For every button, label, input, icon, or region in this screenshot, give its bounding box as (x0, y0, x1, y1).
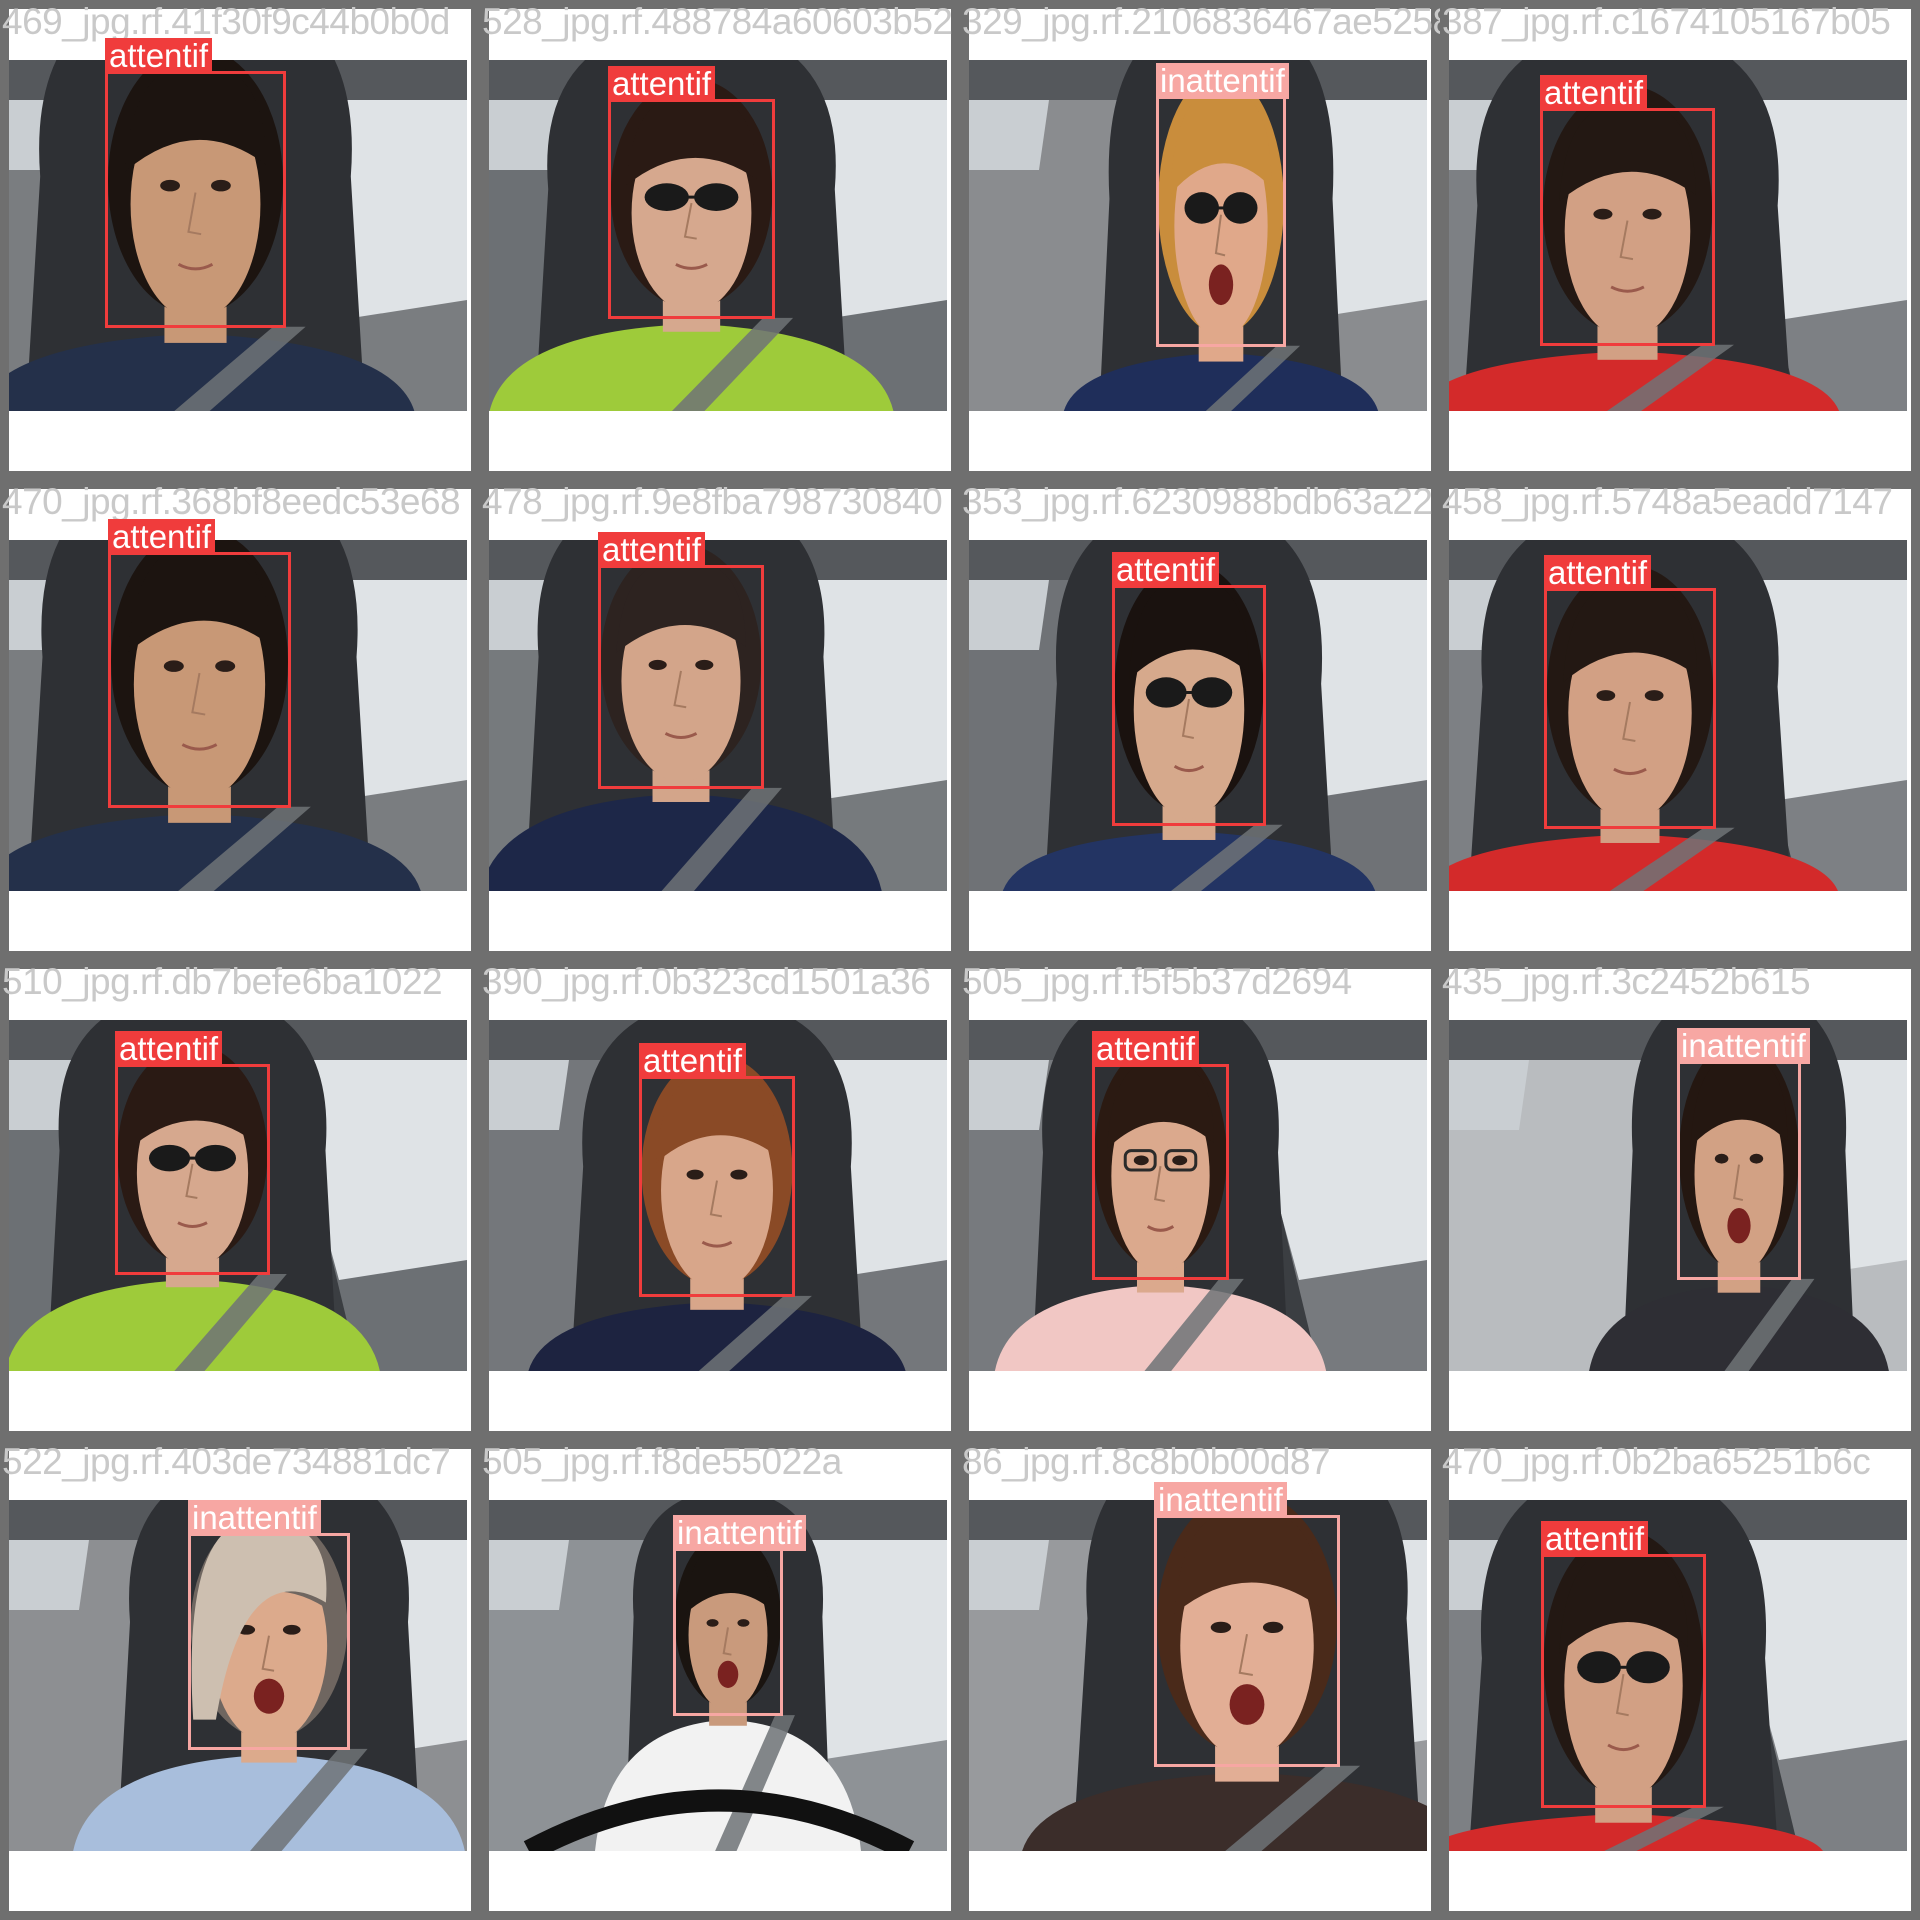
image-tile: 390_jpg.rf.0b323cd1501a36 attentif (480, 960, 960, 1440)
tile-frame (960, 960, 1440, 1440)
image-filename: 522_jpg.rf.403de734881dc7 (2, 1441, 451, 1482)
face-bounding-box: attentif (1541, 1521, 1706, 1808)
tile-frame (480, 480, 960, 960)
image-tile: 528_jpg.rf.488784a60603b52 attentif (480, 0, 960, 480)
face-bounding-box: attentif (115, 1031, 270, 1275)
tile-frame (480, 1440, 960, 1920)
image-filename: 505_jpg.rf.f8de55022a (482, 1441, 842, 1482)
face-bounding-box: inattentif (1156, 63, 1289, 347)
image-tile: 522_jpg.rf.403de734881dc7 inattentif (0, 1440, 480, 1920)
class-label: attentif (115, 1031, 223, 1067)
image-tile: 458_jpg.rf.5748a5eadd7147 attentif (1440, 480, 1920, 960)
image-tile: 505_jpg.rf.f5f5b37d2694 attentif (960, 960, 1440, 1440)
image-filename: 470_jpg.rf.368bf8eedc53e68 (2, 481, 461, 522)
face-bounding-box: attentif (1540, 75, 1715, 346)
driver-photo (969, 540, 1427, 891)
class-label: attentif (598, 532, 706, 568)
tile-frame (1440, 480, 1920, 960)
tile-frame (0, 960, 480, 1440)
class-label: attentif (105, 38, 213, 74)
class-label: attentif (1092, 1031, 1200, 1067)
face-bounding-box: attentif (1092, 1031, 1229, 1280)
driver-photo (969, 60, 1427, 411)
class-label: attentif (1540, 75, 1648, 111)
class-label: attentif (1112, 552, 1220, 588)
tile-frame (0, 0, 480, 480)
tile-frame (960, 480, 1440, 960)
driver-photo (969, 1500, 1427, 1851)
image-tile: 478_jpg.rf.9e8fba798730840 attentif (480, 480, 960, 960)
class-label: inattentif (1677, 1028, 1810, 1064)
image-filename: 469_jpg.rf.41f30f9c44b0b0d (2, 1, 450, 42)
image-tile: 470_jpg.rf.0b2ba65251b6c attentif (1440, 1440, 1920, 1920)
class-label: attentif (1544, 555, 1652, 591)
face-bounding-box: attentif (608, 66, 775, 319)
tile-frame (1440, 960, 1920, 1440)
face-bounding-box: attentif (105, 38, 286, 328)
image-tile: 435_jpg.rf.3c2452b615 inattentif (1440, 960, 1920, 1440)
face-bounding-box: attentif (108, 519, 291, 808)
image-filename: 478_jpg.rf.9e8fba798730840 (482, 481, 943, 522)
image-tile: 505_jpg.rf.f8de55022a inattentif (480, 1440, 960, 1920)
driver-photo (969, 1020, 1427, 1371)
driver-photo (1449, 540, 1907, 891)
class-label: attentif (1541, 1521, 1649, 1557)
image-filename: 510_jpg.rf.db7befe6ba1022 (2, 961, 443, 1002)
tile-frame (0, 480, 480, 960)
image-filename: 505_jpg.rf.f5f5b37d2694 (962, 961, 1352, 1002)
image-filename: 387_jpg.rf.c1674105167b05 (1442, 1, 1891, 42)
tile-frame (480, 0, 960, 480)
image-filename: 353_jpg.rf.6230988bdb63a22 (962, 481, 1433, 522)
image-filename: 329_jpg.rf.2106836467ae5258 (962, 1, 1440, 42)
face-bounding-box: attentif (639, 1043, 795, 1297)
driver-photo (1449, 60, 1907, 411)
driver-photo (9, 1020, 467, 1371)
image-tile: 329_jpg.rf.2106836467ae5258 inattentif (960, 0, 1440, 480)
driver-photo (9, 540, 467, 891)
image-filename: 528_jpg.rf.488784a60603b52 (482, 1, 953, 42)
driver-photo (9, 60, 467, 411)
tile-frame (480, 960, 960, 1440)
face-bounding-box: inattentif (1677, 1028, 1810, 1280)
face-bounding-box: attentif (1544, 555, 1716, 829)
tile-frame (960, 0, 1440, 480)
image-tile: 353_jpg.rf.6230988bdb63a22 attentif (960, 480, 1440, 960)
class-label: attentif (108, 519, 216, 555)
tile-frame (0, 1440, 480, 1920)
class-label: attentif (608, 66, 716, 102)
image-filename: 390_jpg.rf.0b323cd1501a36 (482, 961, 931, 1002)
image-tile: 470_jpg.rf.368bf8eedc53e68 attentif (0, 480, 480, 960)
image-tile: 510_jpg.rf.db7befe6ba1022 attentif (0, 960, 480, 1440)
face-bounding-box: inattentif (673, 1515, 806, 1716)
tile-frame (1440, 0, 1920, 480)
image-filename: 86_jpg.rf.8c8b0b00d87 (962, 1441, 1331, 1482)
driver-photo (489, 540, 947, 891)
image-tile: 469_jpg.rf.41f30f9c44b0b0d attentif (0, 0, 480, 480)
driver-photo (1449, 1500, 1907, 1851)
driver-photo (9, 1500, 467, 1851)
class-label: attentif (639, 1043, 747, 1079)
driver-photo (489, 60, 947, 411)
driver-photo (1449, 1020, 1907, 1371)
image-tile: 387_jpg.rf.c1674105167b05 attentif (1440, 0, 1920, 480)
image-filename: 435_jpg.rf.3c2452b615 (1442, 961, 1811, 1002)
face-bounding-box: attentif (598, 532, 764, 789)
face-bounding-box: attentif (1112, 552, 1266, 826)
image-filename: 458_jpg.rf.5748a5eadd7147 (1442, 481, 1893, 522)
class-label: inattentif (188, 1500, 321, 1536)
tile-frame (1440, 1440, 1920, 1920)
tile-frame (960, 1440, 1440, 1920)
face-bounding-box: inattentif (188, 1500, 350, 1750)
class-label: inattentif (673, 1515, 806, 1551)
face-bounding-box: inattentif (1154, 1482, 1340, 1767)
image-filename: 470_jpg.rf.0b2ba65251b6c (1442, 1441, 1871, 1482)
image-tile: 86_jpg.rf.8c8b0b00d87 inattentif (960, 1440, 1440, 1920)
class-label: inattentif (1156, 63, 1289, 99)
class-label: inattentif (1154, 1482, 1287, 1518)
